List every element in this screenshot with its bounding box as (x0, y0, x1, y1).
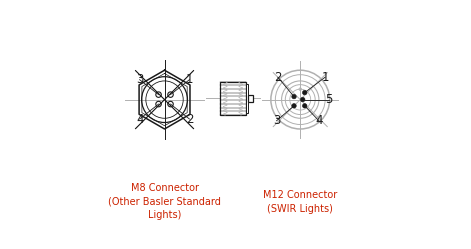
Text: 2: 2 (186, 113, 193, 125)
Text: M12 Connector: M12 Connector (263, 190, 337, 200)
Bar (220, 82, 246, 115)
Text: Lights): Lights) (148, 210, 181, 220)
Text: (Other Basler Standard: (Other Basler Standard (108, 197, 221, 207)
Text: 3: 3 (273, 114, 280, 127)
Circle shape (292, 94, 296, 99)
Text: 3: 3 (136, 73, 143, 86)
Text: 5: 5 (325, 93, 333, 106)
Circle shape (302, 90, 307, 95)
Text: 1: 1 (321, 71, 329, 84)
Bar (248, 95, 253, 102)
Circle shape (292, 104, 296, 108)
Circle shape (302, 104, 307, 108)
Text: (SWIR Lights): (SWIR Lights) (268, 203, 333, 214)
Text: 4: 4 (315, 114, 323, 127)
Text: M8 Connector: M8 Connector (130, 183, 199, 193)
Circle shape (300, 97, 305, 102)
Text: 1: 1 (186, 73, 193, 86)
Bar (246, 84, 248, 113)
Text: 2: 2 (274, 71, 282, 84)
Text: 4: 4 (136, 113, 143, 125)
